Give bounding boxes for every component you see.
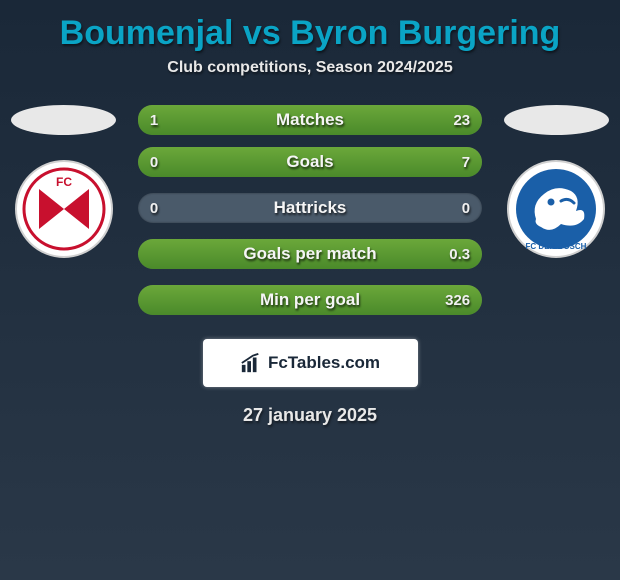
brand-text: FcTables.com — [268, 353, 380, 373]
left-club-col: FC — [0, 147, 128, 259]
comparison-card: Boumenjal vs Byron Burgering Club compet… — [0, 0, 620, 426]
stat-bar-4: Min per goal 326 — [138, 285, 482, 315]
stat-value-right-2: 0 — [462, 200, 470, 217]
player-head-placeholder-left — [11, 105, 116, 135]
brand-badge[interactable]: FcTables.com — [203, 339, 418, 387]
subtitle: Club competitions, Season 2024/2025 — [0, 59, 620, 105]
stat-label-2: Hattricks — [274, 198, 347, 218]
left-club-badge: FC — [14, 159, 114, 259]
stat-bar-0: 1 Matches 23 — [138, 105, 482, 135]
stat-label-4: Min per goal — [260, 290, 360, 310]
stat-value-right-1: 7 — [462, 154, 470, 171]
header-bar-slot: 1 Matches 23 — [138, 105, 482, 135]
right-club-badge: FC DEN BOSCH — [506, 159, 606, 259]
stat-bar-3: Goals per match 0.3 — [138, 239, 482, 269]
chart-icon — [240, 352, 262, 374]
stat-bar-1: 0 Goals 7 — [138, 147, 482, 177]
page-title: Boumenjal vs Byron Burgering — [0, 0, 620, 59]
stat-value-left-1: 0 — [150, 154, 158, 171]
utrecht-logo-icon: FC — [14, 159, 114, 259]
stat-value-right-3: 0.3 — [449, 246, 470, 263]
stat-value-right-4: 326 — [445, 292, 470, 309]
player-silhouette-left — [0, 105, 128, 135]
player-head-placeholder-right — [504, 105, 609, 135]
den-bosch-logo-icon: FC DEN BOSCH — [506, 159, 606, 259]
svg-text:FC DEN BOSCH: FC DEN BOSCH — [526, 242, 587, 251]
stat-value-right-0: 23 — [453, 112, 470, 129]
stat-value-left-2: 0 — [150, 200, 158, 217]
stat-label-0: Matches — [276, 110, 344, 130]
player-silhouette-right — [492, 105, 620, 135]
stat-label-3: Goals per match — [243, 244, 376, 264]
stat-value-left-0: 1 — [150, 112, 158, 129]
stat-label-1: Goals — [286, 152, 333, 172]
main-row: FC 0 Goals 7 0 Hattricks 0 — [0, 147, 620, 315]
stat-bars: 0 Goals 7 0 Hattricks 0 Goals per match … — [138, 147, 482, 315]
header-row: 1 Matches 23 — [0, 105, 620, 135]
footer-date: 27 january 2025 — [0, 387, 620, 426]
stat-bar-2: 0 Hattricks 0 — [138, 193, 482, 223]
svg-text:FC: FC — [56, 175, 72, 189]
right-club-col: FC DEN BOSCH — [492, 147, 620, 259]
